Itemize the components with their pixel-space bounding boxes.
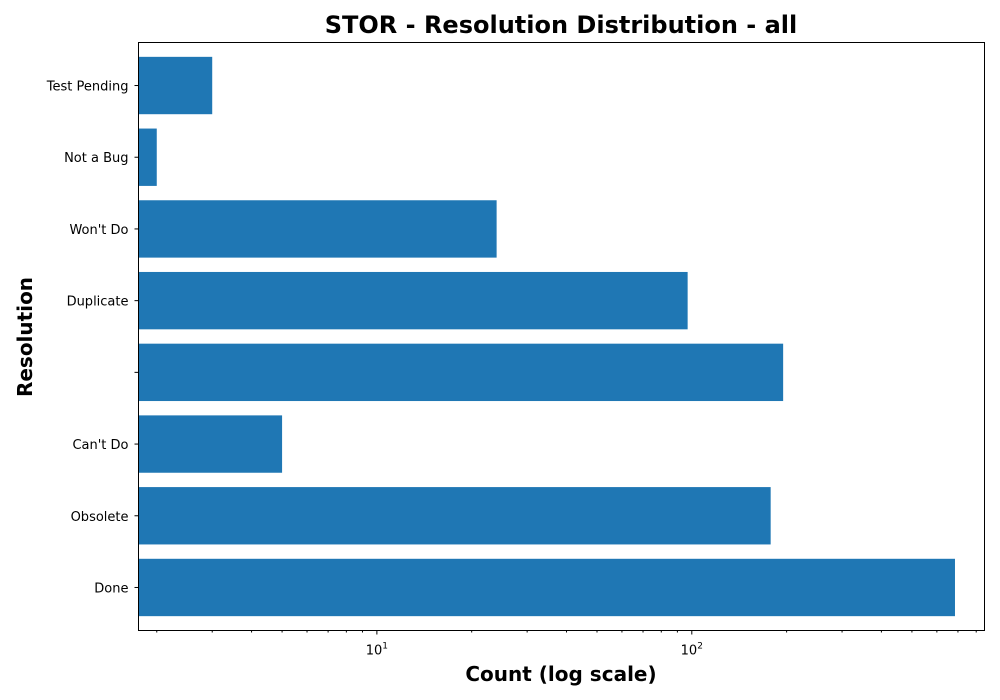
bar-test-pending (138, 56, 213, 115)
bar-obsolete (138, 487, 771, 545)
y-tick-label: Test Pending (46, 80, 129, 95)
y-axis-ticks: Done Obsolete Can't Do Duplicate Won't Do Not… (46, 80, 139, 596)
bar-can-t-do (138, 415, 283, 473)
x-axis-ticks: 101 102 (156, 630, 977, 659)
y-tick-label: Duplicate (67, 295, 129, 310)
x-axis-label: Count (log scale) (465, 662, 656, 686)
y-tick-label: Won't Do (69, 223, 128, 238)
x-tick-exponent: 1 (382, 642, 388, 652)
bar-duplicate (138, 271, 688, 330)
x-tick-label: 101 (366, 642, 388, 659)
y-tick-label: Obsolete (71, 510, 129, 525)
bar-blank-3 (138, 343, 784, 402)
bar-done (138, 558, 955, 617)
y-tick-label: Done (94, 581, 128, 596)
x-tick-base: 10 (681, 644, 698, 659)
chart-title: STOR - Resolution Distribution - all (325, 11, 798, 39)
x-tick-exponent: 2 (697, 642, 703, 652)
y-tick-label: Not a Bug (64, 151, 128, 166)
x-tick-label: 102 (681, 642, 703, 659)
bars-layer (138, 56, 955, 617)
y-axis-label: Resolution (13, 277, 37, 397)
y-tick-label: Can't Do (72, 438, 128, 453)
bar-not-a-bug (138, 128, 157, 186)
bar-won-t-do (138, 200, 497, 258)
plot-frame (138, 42, 985, 631)
x-tick-base: 10 (366, 644, 383, 659)
